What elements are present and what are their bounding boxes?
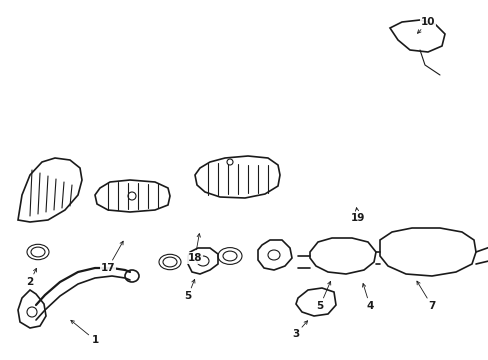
Text: 15: 15 bbox=[0, 359, 1, 360]
Text: 3: 3 bbox=[292, 321, 307, 339]
Text: 7: 7 bbox=[416, 281, 435, 311]
Text: 9: 9 bbox=[0, 359, 1, 360]
Text: 13: 13 bbox=[0, 359, 1, 360]
Text: 16: 16 bbox=[0, 359, 1, 360]
Text: 6: 6 bbox=[0, 359, 1, 360]
Text: 2: 2 bbox=[26, 268, 37, 287]
Text: 14: 14 bbox=[0, 359, 1, 360]
Text: 10: 10 bbox=[417, 17, 434, 33]
Text: 11: 11 bbox=[0, 359, 1, 360]
Text: 19: 19 bbox=[350, 208, 365, 223]
Text: 12: 12 bbox=[0, 359, 1, 360]
Text: 8: 8 bbox=[0, 359, 1, 360]
Text: 5: 5 bbox=[184, 279, 195, 301]
Text: 17: 17 bbox=[101, 241, 123, 273]
Text: 4: 4 bbox=[362, 284, 373, 311]
Text: 1: 1 bbox=[71, 320, 99, 345]
Text: 5: 5 bbox=[316, 282, 330, 311]
Text: 18: 18 bbox=[187, 234, 202, 263]
